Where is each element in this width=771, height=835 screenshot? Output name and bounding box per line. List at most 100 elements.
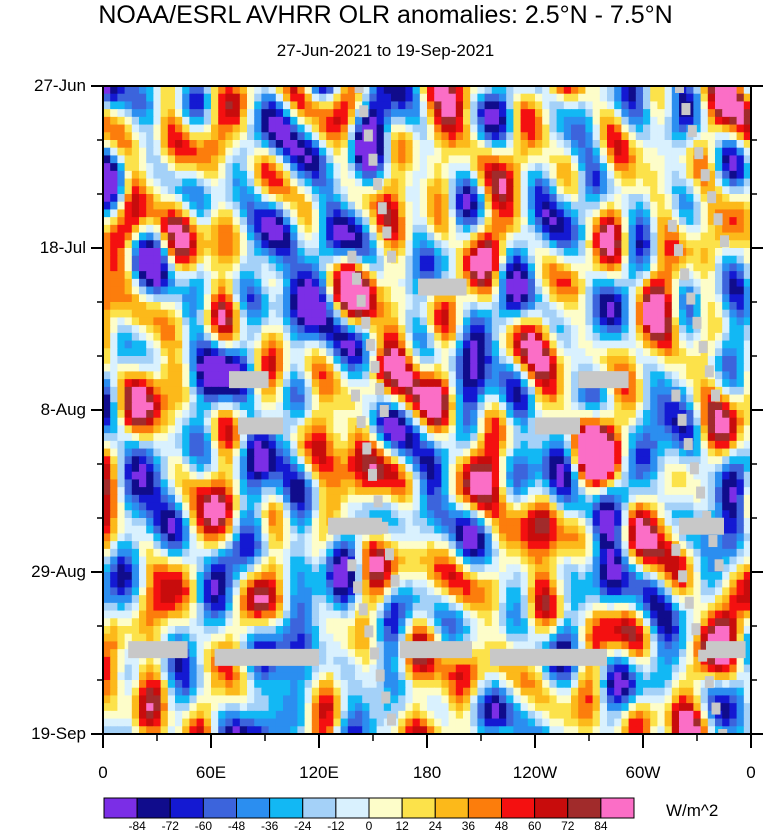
heatmap-cell (628, 309, 637, 319)
heatmap-cell (671, 402, 680, 411)
heatmap-cell (513, 471, 522, 481)
heatmap-cell (715, 101, 723, 110)
heatmap-cell (196, 332, 205, 342)
heatmap-cell (527, 456, 536, 465)
heatmap-cell (455, 209, 464, 218)
heatmap-cell (232, 186, 241, 195)
heatmap-cell (275, 433, 284, 442)
heatmap-cell (239, 410, 248, 419)
heatmap-cell (391, 332, 399, 342)
heatmap-cell (347, 201, 356, 211)
heatmap-cell (599, 109, 608, 118)
heatmap-cell (283, 479, 291, 488)
heatmap-cell (491, 363, 500, 373)
heatmap-cell (657, 448, 666, 457)
heatmap-cell (722, 464, 730, 473)
heatmap-cell (520, 263, 529, 272)
heatmap-cell (491, 440, 500, 450)
heatmap-cell (232, 448, 241, 457)
heatmap-cell (167, 410, 176, 419)
heatmap-cell (232, 456, 241, 465)
heatmap-cell (607, 487, 615, 496)
heatmap-cell (340, 178, 349, 187)
heatmap-cell (203, 170, 212, 180)
heatmap-cell (218, 479, 226, 488)
heatmap-cell (275, 194, 284, 203)
heatmap-cell (563, 356, 572, 365)
heatmap-cell (340, 386, 349, 396)
heatmap-cell (628, 140, 637, 149)
heatmap-cell (614, 479, 622, 488)
heatmap-cell (427, 194, 435, 203)
heatmap-cell (419, 440, 428, 450)
heatmap-cell (427, 155, 435, 164)
heatmap-cell (693, 410, 702, 419)
heatmap-cell (592, 440, 601, 450)
heatmap-cell (340, 240, 349, 249)
heatmap-cell (160, 186, 169, 195)
heatmap-cell (607, 186, 615, 195)
heatmap-cell (247, 263, 255, 272)
heatmap-cell (578, 132, 586, 141)
heatmap-cell (650, 371, 658, 380)
heatmap-cell (182, 317, 190, 326)
heatmap-cell (729, 209, 738, 218)
heatmap-cell (657, 263, 666, 272)
heatmap-cell (160, 402, 169, 411)
heatmap-cell (455, 325, 464, 334)
heatmap-cell (232, 201, 241, 211)
heatmap-cell (729, 448, 738, 457)
heatmap-cell (261, 502, 270, 511)
heatmap-cell (628, 132, 637, 141)
heatmap-cell (146, 278, 154, 288)
heatmap-cell (189, 278, 198, 288)
heatmap-cell (715, 325, 723, 334)
heatmap-cell (484, 464, 493, 473)
heatmap-cell (369, 224, 378, 234)
heatmap-cell (340, 394, 349, 403)
heatmap-cell (153, 109, 162, 118)
heatmap-cell (607, 425, 615, 434)
heatmap-cell (743, 248, 751, 257)
heatmap-cell (131, 340, 140, 349)
heatmap-cell (103, 101, 111, 110)
heatmap-cell (499, 186, 507, 195)
heatmap-cell (340, 201, 349, 211)
heatmap-cell (527, 317, 536, 326)
heatmap-cell (412, 425, 421, 434)
heatmap-cell (398, 402, 406, 411)
heatmap-cell (484, 302, 493, 311)
heatmap-cell (542, 194, 550, 203)
heatmap-cell (117, 278, 126, 288)
heatmap-cell (131, 379, 140, 388)
heatmap-cell (146, 178, 154, 187)
heatmap-cell (743, 332, 751, 342)
heatmap-cell (239, 356, 248, 365)
heatmap-cell (686, 302, 694, 311)
heatmap-cell (290, 224, 298, 234)
heatmap-cell (607, 302, 615, 311)
heatmap-cell (117, 448, 126, 457)
heatmap-cell (239, 479, 248, 488)
heatmap-cell (275, 232, 284, 241)
heatmap-cell (182, 402, 190, 411)
heatmap-cell (614, 502, 622, 511)
heatmap-cell (182, 394, 190, 403)
heatmap-cell (434, 340, 442, 349)
heatmap-cell (527, 201, 536, 211)
heatmap-cell (506, 417, 514, 427)
heatmap-cell (686, 471, 694, 481)
heatmap-cell (578, 116, 586, 126)
heatmap-cell (563, 132, 572, 141)
heatmap-cell (513, 371, 522, 380)
heatmap-cell (664, 132, 673, 141)
heatmap-cell (405, 471, 414, 481)
heatmap-cell (664, 201, 673, 211)
heatmap-cell (578, 440, 586, 450)
heatmap-cell (311, 224, 320, 234)
heatmap-cell (182, 209, 190, 218)
heatmap-cell (182, 433, 190, 442)
heatmap-cell (110, 186, 118, 195)
heatmap-cell (635, 124, 644, 133)
heatmap-cell (679, 464, 687, 473)
